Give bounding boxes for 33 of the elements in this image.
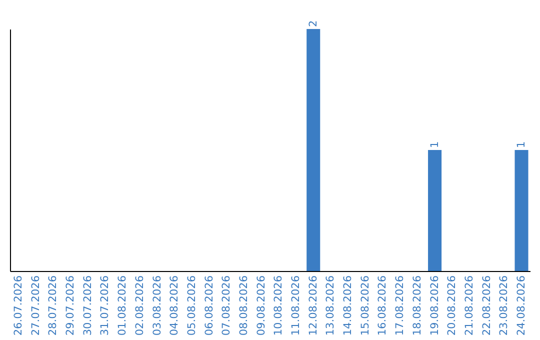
x-tick-label: 28.07.2026 [47, 275, 60, 336]
x-tick-label: 05.08.2026 [186, 275, 198, 336]
x-tick-label: 01.08.2026 [116, 275, 129, 336]
x-tick-label: 31.07.2026 [99, 275, 112, 336]
x-tick-label: 16.08.2026 [376, 275, 389, 336]
x-tick-label: 11.08.2026 [290, 275, 302, 336]
x-tick-label: 03.08.2026 [151, 275, 164, 336]
x-tick-label: 23.08.2026 [498, 275, 510, 336]
x-tick-label: 04.08.2026 [168, 275, 181, 336]
x-tick-label: 20.08.2026 [446, 275, 458, 336]
x-tick-label: 08.08.2026 [238, 275, 250, 336]
x-tick-label: 12.08.2026 [307, 275, 320, 336]
x-tick-label: 15.08.2026 [359, 275, 372, 336]
x-tick-label: 06.08.2026 [203, 275, 216, 336]
data-label: 1 [516, 141, 528, 148]
x-tick-label: 10.08.2026 [272, 275, 285, 336]
x-tick-label: 17.08.2026 [394, 275, 406, 336]
x-tick-label: 30.07.2026 [82, 275, 94, 336]
x-tick-label: 26.07.2026 [12, 275, 24, 336]
x-tick-label: 24.08.2026 [516, 275, 528, 336]
x-tick-label: 27.07.2026 [30, 275, 42, 336]
x-tick-label: 21.08.2026 [463, 275, 476, 336]
x-tick-label: 07.08.2026 [220, 275, 233, 336]
x-tick-label: 19.08.2026 [428, 275, 441, 336]
x-tick-label: 22.08.2026 [480, 275, 493, 336]
x-tick-label: 02.08.2026 [134, 275, 146, 336]
x-tick-label: 18.08.2026 [411, 275, 424, 336]
x-tick-label: 14.08.2026 [342, 275, 354, 336]
x-tick-label: 09.08.2026 [255, 275, 268, 336]
data-label: 2 [307, 20, 320, 27]
x-tick-label: 13.08.2026 [324, 275, 337, 336]
data-label: 1 [428, 141, 441, 148]
x-tick-label: 29.07.2026 [64, 275, 77, 336]
